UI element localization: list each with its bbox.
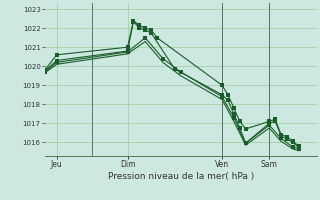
X-axis label: Pression niveau de la mer( hPa ): Pression niveau de la mer( hPa ) [108,172,254,181]
